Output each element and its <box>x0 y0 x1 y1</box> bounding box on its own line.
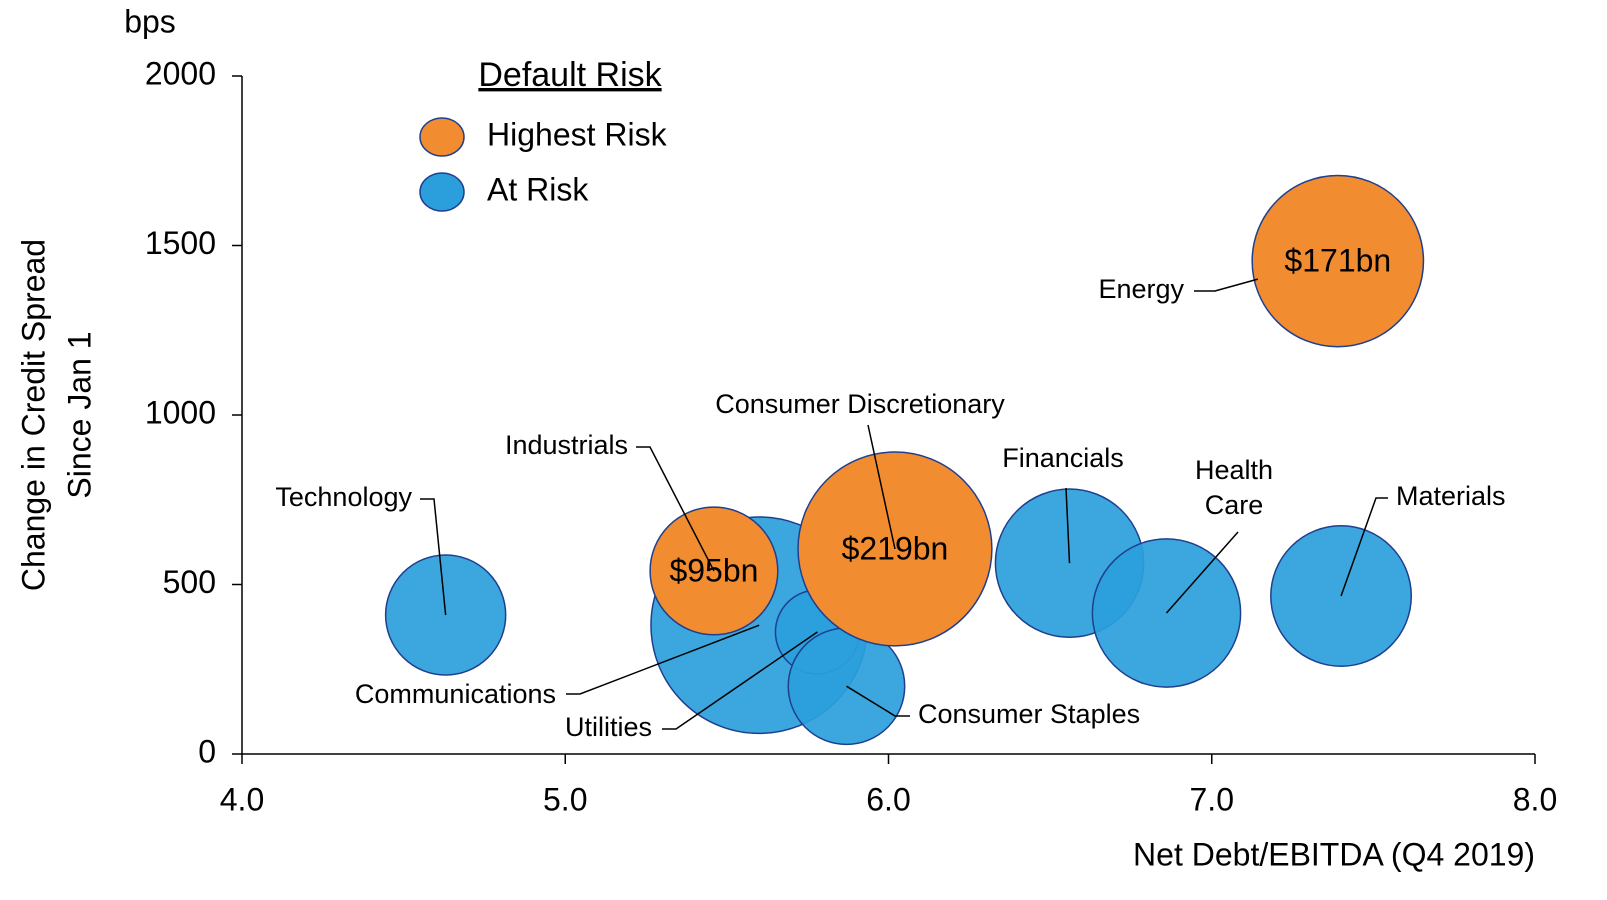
bubble-label: Utilities <box>565 712 652 742</box>
value-label: $171bn <box>1284 243 1391 279</box>
y-axis-label: Change in Credit Spread <box>15 239 51 591</box>
bubble <box>1251 174 1425 348</box>
x-tick-label: 6.0 <box>866 781 910 817</box>
legend-label: At Risk <box>487 171 589 207</box>
x-axis-label: Net Debt/EBITDA (Q4 2019) <box>1133 836 1535 872</box>
legend-title: Default Risk <box>478 56 662 94</box>
y-tick-label: 0 <box>198 733 216 769</box>
leader-line <box>636 446 715 572</box>
x-tick-label: 7.0 <box>1190 781 1234 817</box>
leader-line <box>420 498 447 616</box>
unit-label: bps <box>124 3 176 39</box>
bubble-label: Health Care <box>1195 455 1273 520</box>
bubble-label: Energy <box>1098 274 1184 304</box>
leader-line <box>867 424 896 550</box>
bubble-label: Materials <box>1396 481 1506 511</box>
bubble-label: Consumer Discretionary <box>715 389 1005 419</box>
bubble-label: Financials <box>1002 443 1124 473</box>
x-tick-label: 8.0 <box>1513 781 1557 817</box>
bubble-label: Industrials <box>505 430 628 460</box>
y-tick-label: 2000 <box>145 55 216 91</box>
y-tick-label: 1500 <box>145 225 216 261</box>
y-tick-label: 500 <box>163 564 216 600</box>
leader-line <box>662 631 818 730</box>
leader-line <box>1194 278 1259 292</box>
leader-line <box>1165 531 1239 614</box>
y-tick-label: 1000 <box>145 394 216 430</box>
x-tick-label: 5.0 <box>543 781 587 817</box>
x-tick-label: 4.0 <box>220 781 264 817</box>
legend-swatch <box>419 117 465 157</box>
leader-line <box>566 624 760 695</box>
legend-swatch <box>419 172 465 212</box>
bubble-label: Communications <box>355 679 556 709</box>
legend-label: Highest Risk <box>487 116 668 152</box>
bubble-label: Consumer Staples <box>918 699 1140 729</box>
leader-line <box>846 685 910 717</box>
y-axis-label: Since Jan 1 <box>61 331 97 498</box>
leader-line <box>1065 487 1071 564</box>
leader-line <box>1340 497 1388 597</box>
bubble-label: Technology <box>275 482 412 512</box>
